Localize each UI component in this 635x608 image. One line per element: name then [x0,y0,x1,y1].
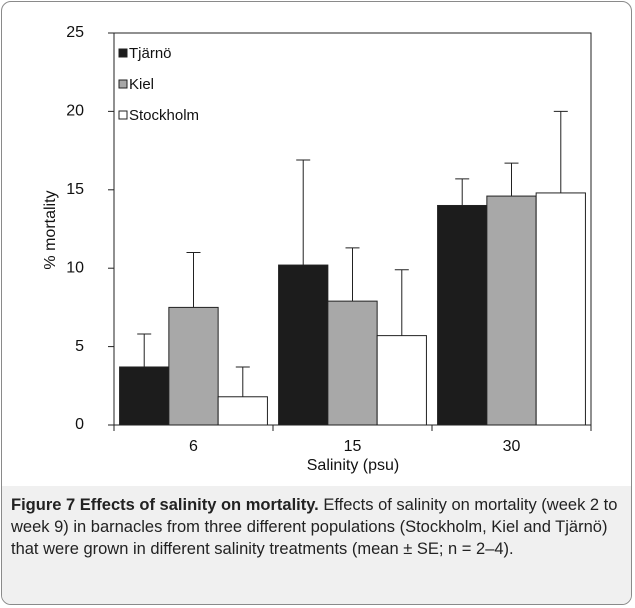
error-bar [553,110,568,193]
bar [327,300,378,426]
x-tick-label: 30 [503,438,521,455]
x-tick-label: 15 [344,438,362,455]
error-bar [186,252,201,308]
bar [486,195,537,426]
bar [535,192,586,426]
chart: % mortality Salinity (psu) 0 5 10 15 20 25 6 15… [42,24,592,474]
y-axis-title: % mortality [42,190,59,269]
bar [376,335,427,426]
legend-label: Stockholm [129,107,199,124]
x-tick-label: 6 [189,438,198,455]
y-tick-label: 5 [75,338,84,355]
x-axis-title: Salinity (psu) [307,457,399,474]
bar [437,204,488,426]
legend-label: Kiel [129,76,154,93]
legend-swatch [118,48,128,58]
error-bar [296,159,311,266]
error-bar [394,269,409,336]
y-tick-label: 0 [75,416,84,433]
bar [168,306,219,426]
error-bar [455,178,470,206]
error-bar [235,366,250,397]
caption-label: Figure 7 [11,496,76,514]
error-bar [345,247,360,302]
legend-swatch [118,79,128,89]
caption: Figure 7 Effects of salinity on mortalit… [2,486,631,604]
error-bar [137,333,152,367]
bar [217,396,268,426]
bar [278,264,329,426]
legend-label: Tjärnö [129,45,172,62]
caption-text: Effects of salinity on mortality (week 2… [11,496,618,558]
legend-swatch [118,110,128,120]
y-tick-label: 25 [66,24,84,41]
y-tick-label: 20 [66,103,84,120]
y-tick-label: 10 [66,259,84,276]
error-bar [504,162,519,197]
bar [119,366,170,426]
y-tick-label: 15 [66,181,84,198]
caption-title: Effects of salinity on mortality. [79,496,319,514]
